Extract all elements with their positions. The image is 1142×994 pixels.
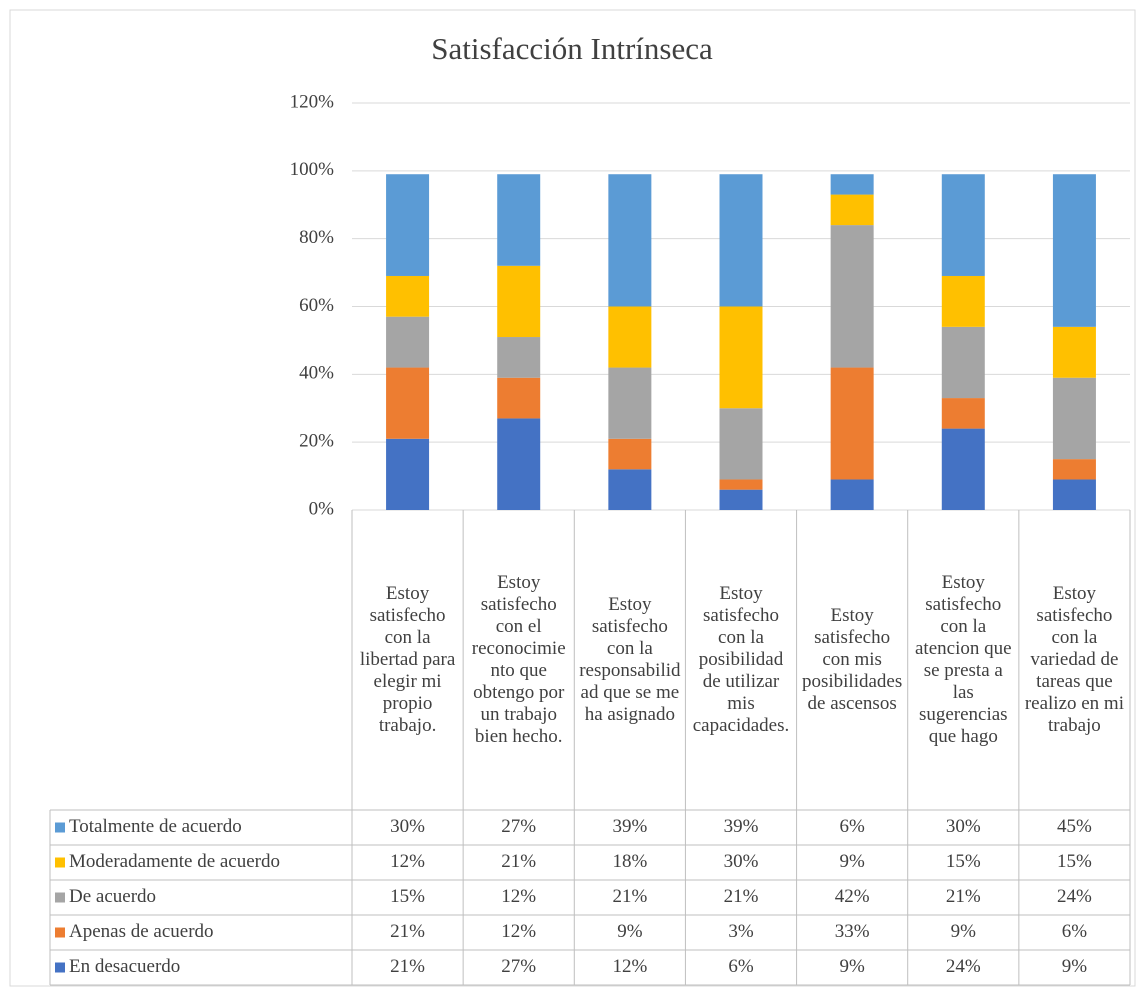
bar-segment xyxy=(608,306,652,368)
legend-swatch xyxy=(55,857,65,868)
legend-swatch xyxy=(55,892,65,903)
table-value: 15% xyxy=(946,851,981,872)
table-value: 18% xyxy=(612,851,647,872)
legend-swatch xyxy=(55,962,65,973)
table-value: 21% xyxy=(390,956,425,977)
table-value: 3% xyxy=(728,921,754,942)
table-value: 27% xyxy=(501,816,536,837)
table-value: 21% xyxy=(724,886,759,907)
bar-segment xyxy=(941,326,985,399)
bar-segment xyxy=(386,174,430,276)
category-label: Estoy satisfecho con la variedad de tare… xyxy=(1024,583,1124,736)
table-value: 21% xyxy=(501,851,536,872)
table-value: 9% xyxy=(839,851,865,872)
table-value: 12% xyxy=(612,956,647,977)
bar-segment xyxy=(497,337,541,378)
table-value: 6% xyxy=(728,956,754,977)
legend-label: En desacuerdo xyxy=(69,956,180,977)
category-label: Estoy satisfecho con el reconocimiento q… xyxy=(471,572,566,747)
table-value: 21% xyxy=(612,886,647,907)
category-label: Estoy satisfecho con la atencion que se … xyxy=(915,572,1012,747)
y-tick-label: 0% xyxy=(309,498,335,519)
y-tick-label: 100% xyxy=(290,159,335,180)
bar-segment xyxy=(1052,459,1096,480)
y-tick-label: 80% xyxy=(299,227,334,248)
table-value: 33% xyxy=(835,921,870,942)
y-tick-label: 20% xyxy=(299,431,334,452)
legend-label: Totalmente de acuerdo xyxy=(69,816,242,837)
category-label: Estoy satisfecho con mis posibilidades d… xyxy=(801,605,903,714)
bar-segment xyxy=(830,367,874,480)
bar-segment xyxy=(608,174,652,307)
table-value: 15% xyxy=(390,886,425,907)
table-value: 9% xyxy=(617,921,643,942)
table-value: 39% xyxy=(724,816,759,837)
table-value: 27% xyxy=(501,956,536,977)
legend-swatch xyxy=(55,927,65,938)
chart-border xyxy=(9,9,1136,987)
table-value: 12% xyxy=(501,921,536,942)
bar-segment xyxy=(497,265,541,338)
bar-segment xyxy=(386,316,430,368)
table-value: 39% xyxy=(612,816,647,837)
bar-segment xyxy=(719,479,763,490)
bar-segment xyxy=(497,174,541,266)
bar-segment xyxy=(830,174,874,195)
table-value: 24% xyxy=(946,956,981,977)
bar-segment xyxy=(830,194,874,226)
bar-segment xyxy=(830,225,874,368)
table-value: 21% xyxy=(946,886,981,907)
bar-segment xyxy=(497,418,541,510)
bar-segment xyxy=(1052,326,1096,378)
table-value: 30% xyxy=(946,816,981,837)
category-label: Estoy satisfecho con la libertad para el… xyxy=(359,583,456,736)
table-value: 12% xyxy=(390,851,425,872)
bar-segment xyxy=(1052,479,1096,510)
bar-segment xyxy=(386,275,430,317)
category-label: Estoy satisfecho con la posibilidad de u… xyxy=(692,583,790,736)
table-value: 42% xyxy=(835,886,870,907)
bar-segment xyxy=(497,377,541,419)
bar-segment xyxy=(719,489,763,510)
table-value: 30% xyxy=(390,816,425,837)
bar-segment xyxy=(719,408,763,480)
bar-segment xyxy=(386,438,430,510)
y-tick-label: 60% xyxy=(299,295,334,316)
table-value: 6% xyxy=(1062,921,1088,942)
table-value: 45% xyxy=(1057,816,1092,837)
table-value: 9% xyxy=(951,921,977,942)
bar-segment xyxy=(608,367,652,439)
chart-title: Satisfacción Intrínseca xyxy=(431,31,713,66)
table-value: 9% xyxy=(839,956,865,977)
bar-segment xyxy=(608,438,652,470)
table-value: 6% xyxy=(839,816,865,837)
bar-segment xyxy=(1052,377,1096,460)
bar-segment xyxy=(1052,174,1096,327)
category-label: Estoy satisfecho con la responsabilidad … xyxy=(579,594,681,725)
bar-segment xyxy=(719,306,763,409)
legend-label: De acuerdo xyxy=(69,886,156,907)
table-value: 15% xyxy=(1057,851,1092,872)
table-value: 21% xyxy=(390,921,425,942)
bar-segment xyxy=(608,469,652,510)
bar-segment xyxy=(830,479,874,510)
bar-segment xyxy=(719,174,763,307)
table-value: 24% xyxy=(1057,886,1092,907)
table-value: 12% xyxy=(501,886,536,907)
y-tick-label: 120% xyxy=(290,91,335,112)
bar-segment xyxy=(941,174,985,276)
legend-label: Moderadamente de acuerdo xyxy=(69,851,280,872)
legend-label: Apenas de acuerdo xyxy=(69,921,214,942)
table-value: 30% xyxy=(724,851,759,872)
bar-segment xyxy=(941,428,985,510)
bar-segment xyxy=(941,398,985,429)
table-value: 9% xyxy=(1062,956,1088,977)
bar-segment xyxy=(386,367,430,439)
bar-segment xyxy=(941,275,985,327)
y-tick-label: 40% xyxy=(299,363,334,384)
legend-swatch xyxy=(55,822,65,833)
